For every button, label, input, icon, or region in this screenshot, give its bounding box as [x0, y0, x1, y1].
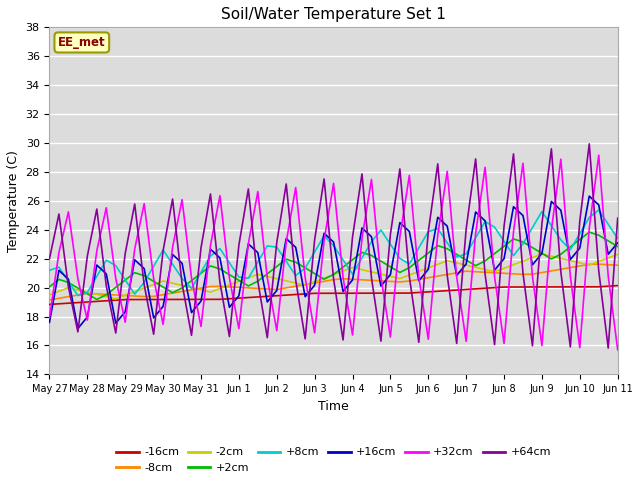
+16cm	[586, 193, 593, 199]
-8cm	[349, 276, 356, 282]
Line: +32cm: +32cm	[49, 155, 618, 350]
+8cm	[254, 259, 262, 265]
+2cm	[93, 297, 100, 302]
+64cm	[45, 256, 53, 262]
-16cm	[387, 290, 394, 296]
+8cm	[45, 267, 53, 273]
+2cm	[45, 284, 53, 289]
Legend: -16cm, -8cm, -2cm, +2cm, +8cm, +16cm, +32cm, +64cm: -16cm, -8cm, -2cm, +2cm, +8cm, +16cm, +3…	[116, 447, 551, 473]
+64cm	[604, 345, 612, 351]
+8cm	[396, 255, 404, 261]
+64cm	[387, 231, 394, 237]
+16cm	[358, 225, 366, 231]
-8cm	[244, 285, 252, 291]
-16cm	[244, 295, 252, 300]
-8cm	[159, 292, 167, 298]
+16cm	[45, 320, 53, 325]
+8cm	[548, 223, 556, 228]
+16cm	[254, 250, 262, 255]
-16cm	[614, 283, 621, 288]
Line: -2cm: -2cm	[49, 254, 618, 299]
+32cm	[178, 197, 186, 203]
+2cm	[396, 270, 404, 276]
+32cm	[45, 315, 53, 321]
+16cm	[169, 252, 177, 257]
Line: +8cm: +8cm	[49, 210, 618, 296]
+64cm	[349, 234, 356, 240]
Line: -8cm: -8cm	[49, 264, 618, 300]
+16cm	[188, 310, 195, 315]
+64cm	[159, 248, 167, 253]
-2cm	[557, 255, 564, 261]
+32cm	[387, 334, 394, 340]
-8cm	[387, 278, 394, 284]
-8cm	[178, 288, 186, 294]
+16cm	[396, 220, 404, 226]
+2cm	[614, 244, 621, 250]
+8cm	[74, 293, 82, 299]
-2cm	[396, 276, 404, 281]
-2cm	[614, 252, 621, 257]
+64cm	[244, 186, 252, 192]
-16cm	[538, 284, 546, 290]
+2cm	[188, 278, 195, 284]
+2cm	[254, 278, 262, 284]
-2cm	[112, 296, 120, 302]
-16cm	[159, 297, 167, 302]
+16cm	[614, 240, 621, 246]
-2cm	[358, 267, 366, 273]
Title: Soil/Water Temperature Set 1: Soil/Water Temperature Set 1	[221, 7, 446, 22]
-8cm	[538, 270, 546, 276]
+32cm	[244, 241, 252, 247]
+16cm	[548, 199, 556, 204]
-16cm	[349, 290, 356, 296]
+8cm	[595, 207, 603, 213]
-16cm	[178, 297, 186, 302]
-8cm	[595, 261, 603, 267]
Y-axis label: Temperature (C): Temperature (C)	[7, 150, 20, 252]
+8cm	[614, 236, 621, 241]
+8cm	[188, 286, 195, 291]
+2cm	[586, 229, 593, 235]
+64cm	[614, 216, 621, 221]
+2cm	[548, 256, 556, 262]
Line: +64cm: +64cm	[49, 144, 618, 348]
+32cm	[595, 152, 603, 158]
+8cm	[169, 261, 177, 267]
-2cm	[45, 292, 53, 298]
+32cm	[538, 343, 546, 348]
+32cm	[614, 347, 621, 353]
-16cm	[45, 301, 53, 307]
-2cm	[538, 251, 546, 257]
+32cm	[159, 322, 167, 327]
+2cm	[358, 250, 366, 255]
Text: EE_met: EE_met	[58, 36, 106, 49]
-8cm	[45, 297, 53, 303]
Line: -16cm: -16cm	[49, 286, 618, 304]
+2cm	[169, 290, 177, 296]
+8cm	[358, 255, 366, 261]
Line: +16cm: +16cm	[49, 196, 618, 328]
+32cm	[349, 332, 356, 338]
+64cm	[586, 141, 593, 147]
+16cm	[74, 325, 82, 331]
X-axis label: Time: Time	[318, 400, 349, 413]
Line: +2cm: +2cm	[49, 232, 618, 300]
-8cm	[614, 263, 621, 268]
+64cm	[178, 281, 186, 287]
-2cm	[254, 271, 262, 277]
-2cm	[169, 280, 177, 286]
-2cm	[188, 285, 195, 290]
+64cm	[538, 221, 546, 227]
